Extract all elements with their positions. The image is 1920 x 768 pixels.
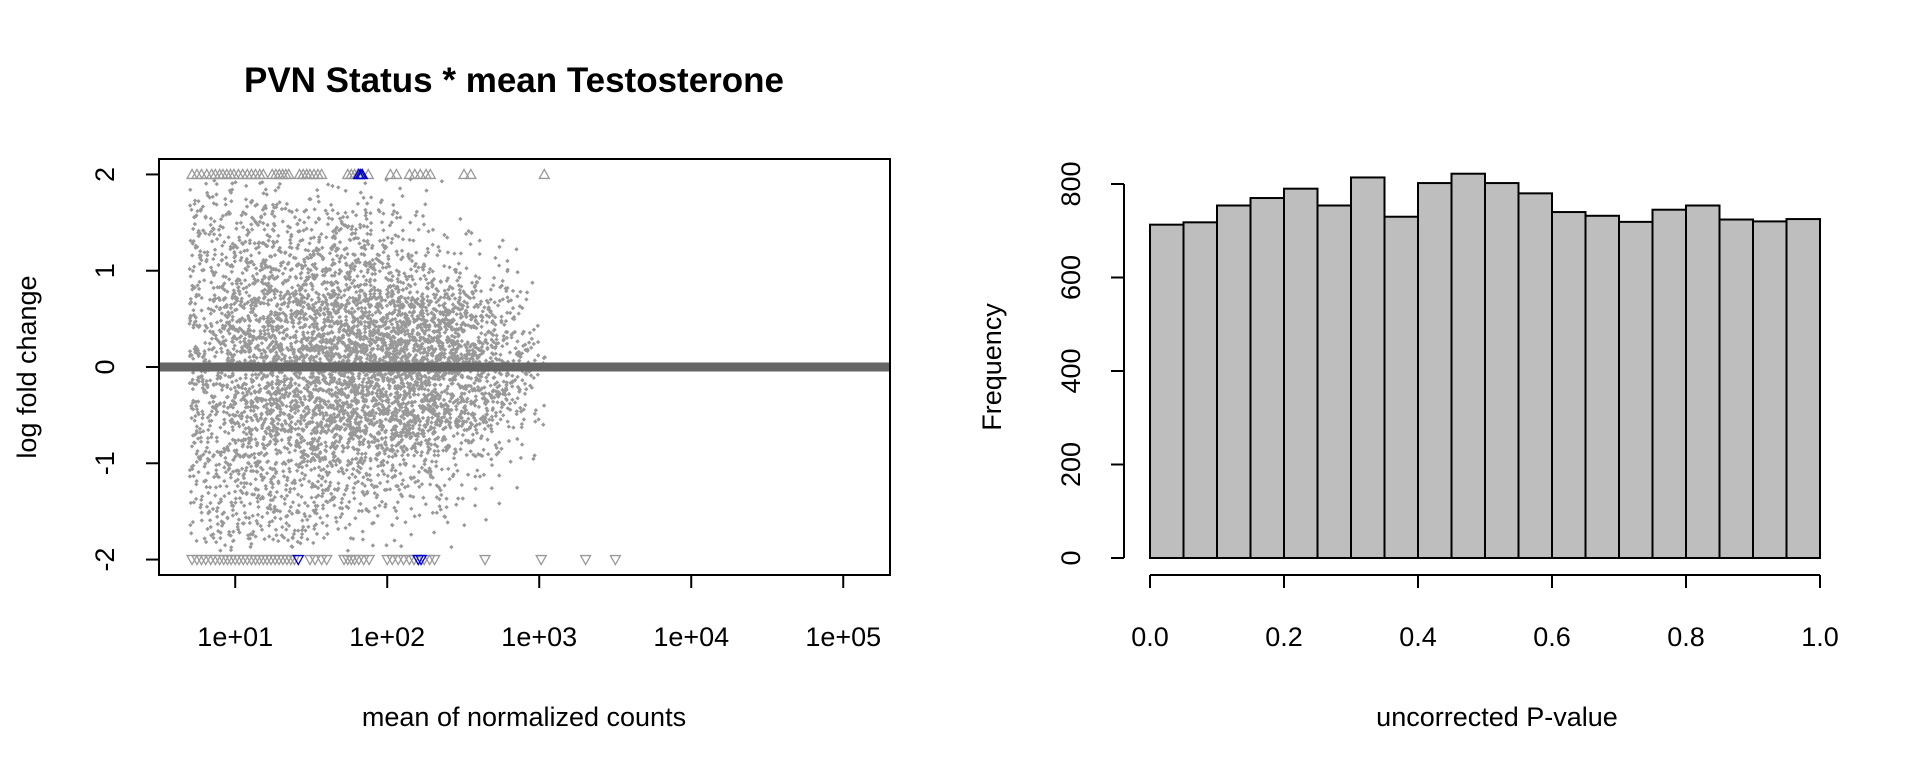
histogram-x-tick-label: 1.0 [1801,622,1839,652]
histogram-bar [1249,197,1285,559]
histogram-bar [1685,204,1721,559]
ma-outlier-down [386,554,399,566]
ma-y-axis-label: log fold change [12,275,42,458]
ma-x-tick-label: 1e+02 [349,622,425,652]
ma-outlier-down [397,554,410,566]
histogram-bars [1149,172,1821,560]
histogram-x-tick-label: 0.4 [1399,622,1437,652]
histogram-bar [1651,208,1687,559]
ma-outlier-up [457,168,471,180]
ma-x-tick-label: 1e+03 [501,622,577,652]
histogram-bar [1484,182,1520,559]
ma-outlier-down [579,554,592,566]
ma-outlier-up [384,168,397,180]
ma-outlier-up [362,168,375,180]
ma-significant-outlier-down [414,554,428,566]
ma-outlier-down [320,554,333,566]
histogram-bar [1450,172,1486,559]
histogram-x-tick-label: 0.0 [1131,622,1169,652]
histogram-y-tick-label: 600 [1056,255,1086,300]
ma-plot-title: PVN Status * mean Testosterone [244,61,784,100]
histogram-bar [1216,204,1252,559]
histogram-bar [1517,192,1553,559]
ma-marks [185,168,622,566]
ma-y-tick-label: 0 [90,359,120,374]
ma-x-axis: 1e+01 1e+02 1e+03 1e+04 1e+05 [197,574,881,652]
histogram-x-axis: 0.0 0.2 0.4 0.6 0.8 1.0 [1131,574,1839,652]
ma-outlier-up [315,168,328,180]
histogram-y-tick-label: 800 [1056,161,1086,206]
histogram-bar [1417,182,1453,559]
ma-outlier-down [381,554,394,566]
ma-point-cloud [160,177,889,553]
histogram-bar [1551,211,1587,560]
ma-x-tick-label: 1e+04 [653,622,729,652]
ma-y-axis: 2 1 0 -1 -2 [90,167,160,572]
ma-outlier-down [308,554,322,566]
histogram-x-tick-label: 0.6 [1533,622,1571,652]
ma-plot-panel: PVN Status * mean Testosterone 1e+01 1e+0… [12,61,891,732]
ma-y-tick-label: 2 [90,167,120,182]
ma-outlier-up [538,168,551,180]
ma-outlier-down [428,554,441,566]
ma-outlier-up [464,168,477,180]
histogram-x-tick-label: 0.2 [1265,622,1303,652]
histogram-x-axis-label: uncorrected P-value [1376,702,1618,732]
ma-outlier-up [282,168,295,180]
ma-outlier-down [363,554,376,566]
ma-outlier-up [414,168,427,180]
histogram-bar [1752,220,1788,559]
histogram-bar [1785,218,1821,559]
ma-y-tick-label: -2 [90,548,120,572]
histogram-bar [1316,204,1352,559]
histogram-y-tick-label: 200 [1056,442,1086,487]
ma-x-tick-label: 1e+01 [197,622,273,652]
histogram-x-tick-label: 0.8 [1667,622,1705,652]
ma-outlier-down [535,554,548,566]
ma-outlier-up [424,168,437,180]
ma-x-axis-label: mean of normalized counts [362,702,686,732]
ma-outlier-up [390,168,403,180]
ma-y-tick-label: 1 [90,263,120,278]
ma-x-tick-label: 1e+05 [805,622,881,652]
histogram-bar [1149,223,1185,560]
histogram-panel: 0.0 0.2 0.4 0.6 0.8 1.0 0 200 400 600 800 uncorre… [977,161,1839,732]
histogram-bar [1584,214,1620,559]
ma-outlier-up [257,168,270,180]
ma-y-tick-label: -1 [90,451,120,475]
ma-outlier-down [303,554,317,566]
histogram-y-tick-label: 400 [1056,348,1086,393]
ma-outlier-down [478,554,492,566]
ma-significant-outlier-down [292,554,305,566]
histogram-bar [1383,215,1419,559]
histogram-bar [1350,176,1386,560]
histogram-y-axis: 0 200 400 600 800 [1056,161,1125,566]
histogram-y-tick-label: 0 [1056,550,1086,565]
ma-outlier-down [609,554,622,566]
histogram-bar [1283,187,1319,560]
histogram-bar [1182,221,1218,560]
histogram-y-axis-label: Frequency [977,303,1007,431]
histogram-bar [1718,218,1754,559]
ma-significant-outlier-up [356,168,369,180]
histogram-bar [1618,220,1654,559]
ma-outlier-up [341,168,354,180]
